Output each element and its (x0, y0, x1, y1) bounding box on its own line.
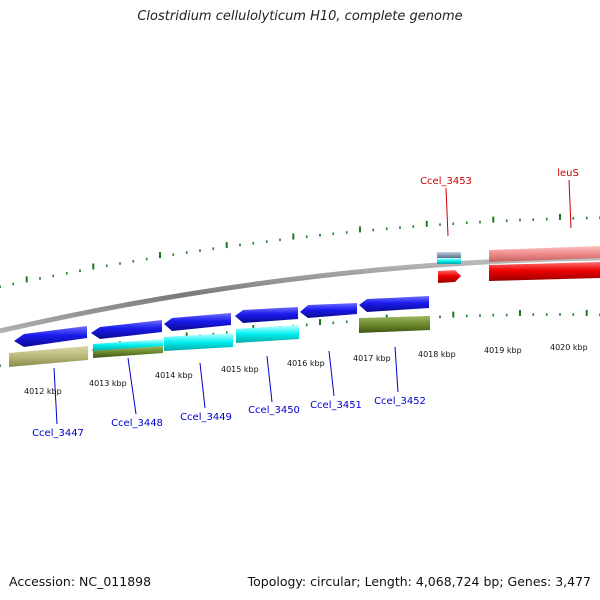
cog-bar-ccel-3453-steel (437, 252, 461, 258)
reverse-strand-genes (14, 296, 429, 347)
label-leaders (53, 179, 572, 425)
kbp-labels: 4012 kbp 4013 kbp 4014 kbp 4015 kbp 4016… (24, 343, 588, 396)
leader-ccel-3451 (328, 350, 335, 397)
gene-labels: Ccel_3447 Ccel_3448 Ccel_3449 Ccel_3450 … (32, 168, 579, 439)
leader-ccel-3453 (445, 187, 449, 237)
gene-arrow-leus (489, 262, 600, 281)
kbp-label: 4017 kbp (353, 354, 391, 363)
cog-bar-ccel-3448-olive (93, 346, 163, 358)
gene-label-ccel-3451: Ccel_3451 (310, 400, 362, 411)
gene-label-ccel-3452: Ccel_3452 (374, 396, 426, 407)
gene-label-ccel-3448: Ccel_3448 (111, 418, 163, 429)
leader-ccel-3450 (266, 355, 273, 403)
gene-arrow-ccel-3449 (164, 313, 231, 331)
outer-tick-ring (0, 213, 600, 288)
cog-bar-ccel-3449 (164, 333, 233, 351)
kbp-label: 4016 kbp (287, 359, 325, 368)
cog-bar-ccel-3450 (236, 325, 299, 343)
kbp-label: 4014 kbp (155, 371, 193, 380)
diagram-title: Clostridium cellulolyticum H10, complete… (137, 9, 463, 24)
gene-label-ccel-3450: Ccel_3450 (248, 405, 300, 416)
gene-arrow-ccel-3452 (359, 296, 429, 312)
leader-ccel-3448 (127, 357, 137, 415)
kbp-label: 4020 kbp (550, 343, 588, 352)
gene-arrow-ccel-3447 (14, 326, 87, 347)
gene-label-ccel-3449: Ccel_3449 (180, 412, 232, 423)
gene-arrow-ccel-3448 (91, 320, 162, 339)
cog-bar-ccel-3452 (359, 316, 430, 333)
forward-cog-bars (437, 246, 600, 264)
cog-bar-ccel-3448-cyan (93, 339, 163, 351)
leader-ccel-3449 (199, 362, 206, 409)
gene-arrow-ccel-3451 (300, 303, 357, 318)
kbp-label: 4018 kbp (418, 350, 456, 359)
kbp-label: 4019 kbp (484, 346, 522, 355)
accession-text: Accession: NC_011898 (9, 574, 152, 589)
gene-arrow-ccel-3453 (438, 270, 461, 283)
kbp-label: 4013 kbp (89, 379, 127, 388)
reverse-cog-bars (9, 316, 430, 367)
kbp-label: 4012 kbp (24, 387, 62, 396)
gene-label-leus: leuS (557, 168, 579, 179)
cog-bar-ccel-3453-cyan (437, 258, 461, 264)
leader-ccel-3452 (394, 346, 399, 393)
gene-arrow-ccel-3450 (235, 307, 298, 323)
cog-bar-ccel-3447 (9, 346, 88, 367)
leader-leus (568, 179, 572, 229)
forward-strand-genes (438, 262, 600, 283)
leader-ccel-3447 (53, 367, 58, 425)
kbp-label: 4015 kbp (221, 365, 259, 374)
gene-label-ccel-3447: Ccel_3447 (32, 428, 84, 439)
topology-text: Topology: circular; Length: 4,068,724 bp… (247, 574, 591, 589)
gene-label-ccel-3453: Ccel_3453 (420, 176, 472, 187)
cog-bar-leus (489, 246, 600, 262)
